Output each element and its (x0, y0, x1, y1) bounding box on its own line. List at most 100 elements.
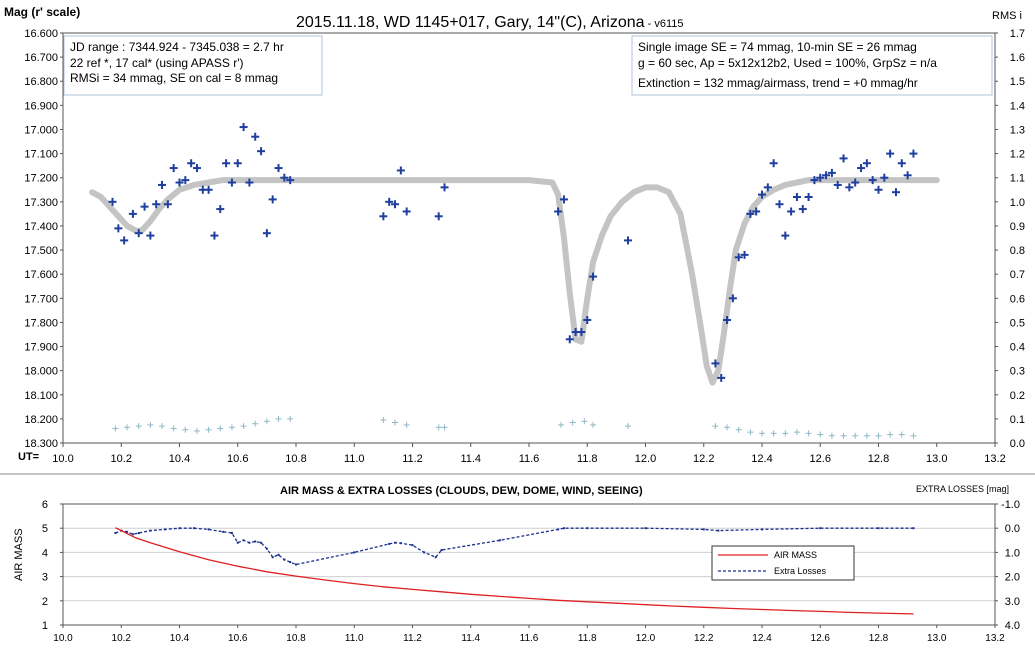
air-mass-tick-label: 1 (42, 620, 48, 632)
x-tick-label: 12.0 (635, 453, 656, 465)
extra-losses-point (434, 556, 437, 559)
magnitude-point (210, 231, 219, 240)
light-curve-title-version: - v6115 (645, 18, 684, 30)
x-tick-label: 10.2 (112, 633, 132, 644)
rms-point (124, 424, 131, 431)
extra-losses-point (254, 540, 257, 543)
right-tick-label: 1.4 (1010, 100, 1025, 112)
x-tick-label: 12.8 (868, 453, 889, 465)
magnitude-point (857, 164, 866, 173)
rms-point (898, 431, 905, 438)
rms-point (910, 432, 917, 439)
right-tick-label: 1.7 (1010, 28, 1025, 40)
y-tick-label: 17.400 (24, 221, 58, 233)
x-tick-label: 11.0 (344, 453, 365, 465)
magnitude-point (559, 195, 568, 204)
magnitude-point (192, 164, 201, 173)
magnitude-point (583, 316, 592, 324)
x-tick-label: 10.4 (169, 453, 190, 465)
air-mass-y-axis-label: AIR MASS (13, 528, 25, 581)
x-tick-label: 10.8 (286, 633, 306, 644)
x-tick-label: 12.2 (694, 633, 714, 644)
rms-point (840, 432, 847, 439)
rms-point (863, 432, 870, 439)
magnitude-point (728, 294, 737, 303)
magnitude-point (816, 173, 825, 182)
y-tick-label: 16.800 (24, 76, 58, 88)
extra-losses-point (498, 539, 501, 542)
extra-losses-point (644, 527, 647, 530)
extra-losses-point (877, 527, 880, 530)
air-mass-tick-label: 2 (42, 596, 48, 608)
extra-losses-point (562, 527, 565, 530)
air-mass-legend: AIR MASS Extra Losses (711, 545, 855, 581)
air-mass-right-axis-label: EXTRA LOSSES [mag] (916, 484, 1009, 494)
x-tick-label: 11.6 (520, 633, 539, 644)
extra-losses-tick-label: 4.0 (1005, 620, 1020, 632)
magnitude-point (187, 159, 196, 168)
x-tick-label: 11.2 (402, 453, 423, 465)
rms-point (147, 421, 154, 428)
light-curve-x-axis-label: UT= (18, 451, 39, 463)
magnitude-point (752, 207, 761, 216)
rms-point (735, 426, 742, 433)
magnitude-point (891, 188, 900, 197)
rms-point (217, 425, 224, 432)
magnitude-point (251, 132, 260, 141)
rms-point (747, 429, 754, 436)
air-mass-tick-label: 5 (42, 523, 48, 535)
magnitude-point (810, 176, 819, 185)
rms-point (852, 432, 859, 439)
magnitude-point (868, 176, 877, 185)
rms-point (441, 424, 448, 431)
extra-losses-point (388, 542, 391, 545)
extra-losses-point (260, 541, 263, 544)
extra-losses-point (912, 527, 915, 530)
magnitude-point (804, 193, 813, 201)
magnitude-point (554, 207, 563, 216)
magnitude-point (746, 209, 755, 218)
light-curve-right-axis-label: RMS i (992, 10, 1022, 22)
x-tick-label: 13.0 (926, 453, 947, 465)
info-box-right (631, 35, 993, 96)
magnitude-points (108, 123, 918, 382)
extra-losses-point (222, 530, 225, 533)
rms-point (805, 430, 812, 437)
extra-losses-point (440, 548, 443, 551)
light-curve-x-ticks: 10.0 10.2 10.4 10.6 10.8 11.0 11.2 11.4 11.6 11.8… (52, 443, 1006, 465)
magnitude-point (909, 149, 918, 158)
magnitude-point (268, 195, 277, 204)
x-tick-label: 11.4 (461, 633, 480, 644)
magnitude-point (152, 200, 161, 209)
magnitude-point (577, 328, 586, 337)
extra-losses-tick-label: 3.0 (1005, 596, 1020, 608)
rms-point (135, 423, 142, 430)
rms-point (228, 424, 235, 431)
extra-losses-point (126, 530, 129, 533)
rms-point (287, 415, 294, 422)
extra-losses-point (411, 544, 414, 547)
x-tick-label: 12.4 (751, 453, 772, 465)
extra-losses-point (248, 541, 251, 544)
x-tick-label: 10.6 (227, 453, 248, 465)
magnitude-point (385, 197, 394, 206)
y-tick-label: 17.700 (24, 293, 58, 305)
extra-losses-point (230, 532, 233, 535)
y-tick-label: 17.300 (24, 197, 58, 209)
light-curve-title-main: 2015.11.18, WD 1145+017, Gary, 14"(C), A… (296, 14, 645, 31)
extra-losses-tick-label: 0.0 (1005, 523, 1020, 535)
magnitude-point (845, 183, 854, 192)
right-tick-label: 1.0 (1010, 197, 1025, 209)
extra-losses-point (193, 527, 196, 530)
light-curve-right-ticks: 1.7 1.6 1.5 1.4 1.3 1.2 1.1 1.0 0.9 0.8 0.7 0.6 0.5 0… (995, 28, 1025, 450)
magnitude-point (886, 149, 895, 158)
rms-point (380, 417, 387, 424)
rms-point (782, 430, 789, 437)
air-mass-title: AIR MASS & EXTRA LOSSES (CLOUDS, DEW, DO… (280, 485, 643, 497)
rms-point (625, 423, 632, 430)
extra-losses-tick-label: 2.0 (1005, 572, 1020, 584)
y-tick-label: 17.100 (24, 149, 58, 161)
air-mass-line (115, 527, 914, 615)
extra-losses-point (114, 532, 117, 535)
